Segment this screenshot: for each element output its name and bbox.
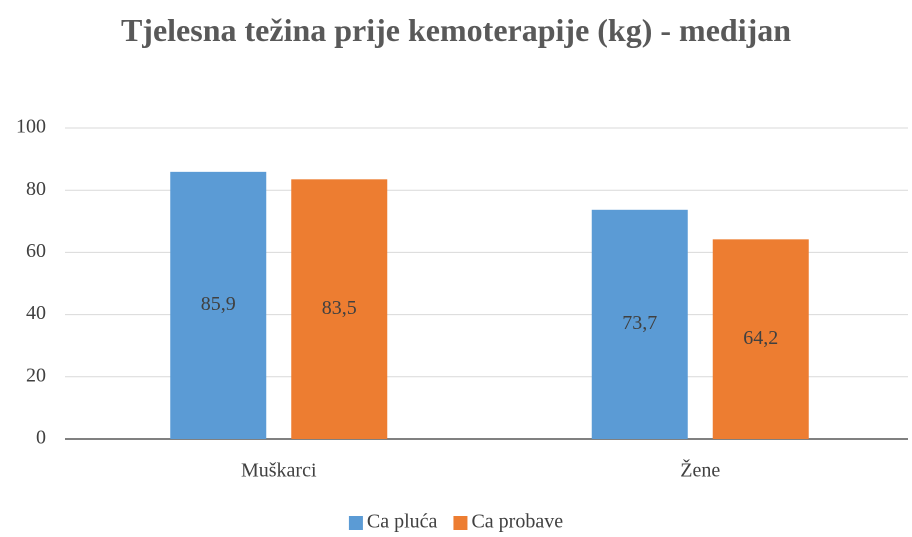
y-tick-label: 80 <box>26 178 46 200</box>
chart-title: Tjelesna težina prije kemoterapije (kg) … <box>120 12 792 48</box>
bar <box>170 171 267 439</box>
x-tick-label: Muškarci <box>241 460 317 482</box>
y-tick-label: 40 <box>26 302 46 324</box>
legend-swatch <box>348 516 363 530</box>
legend-label: Ca pluća <box>367 511 438 533</box>
y-tick-label: 0 <box>36 427 46 449</box>
data-label: 83,5 <box>322 297 357 319</box>
data-label: 73,7 <box>622 312 657 334</box>
bar <box>712 239 809 439</box>
y-tick-label: 60 <box>26 240 46 262</box>
y-tick-label: 100 <box>16 116 46 138</box>
x-tick-label: Žene <box>680 459 720 482</box>
data-label: 85,9 <box>201 293 236 315</box>
bar <box>291 179 388 439</box>
title-box: Tjelesna težina prije kemoterapije (kg) … <box>0 10 912 50</box>
bar <box>591 209 688 439</box>
legend-swatch <box>453 516 468 530</box>
data-label: 64,2 <box>743 327 778 349</box>
y-tick-label: 20 <box>26 364 46 386</box>
legend-label: Ca probave <box>471 511 563 533</box>
